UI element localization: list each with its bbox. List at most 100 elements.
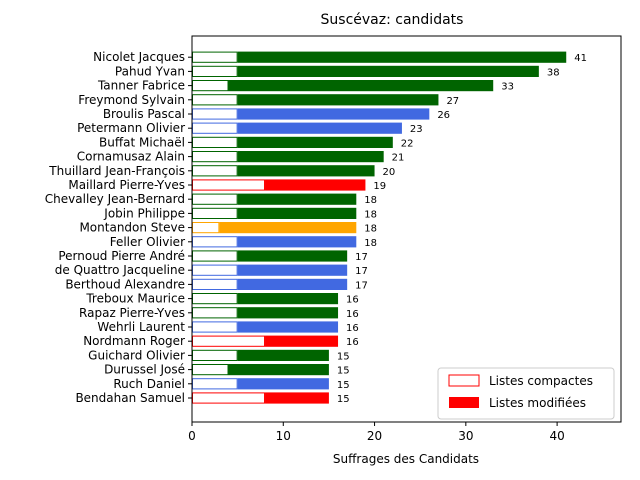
category-label: Broulis Pascal <box>103 107 185 121</box>
bar-modifiees <box>237 108 430 120</box>
bar-compactes <box>192 236 238 248</box>
bar-compactes <box>192 307 238 319</box>
bar-compactes <box>192 80 229 92</box>
x-tick-label: 0 <box>188 429 196 443</box>
bar-modifiees <box>265 179 366 191</box>
value-label: 16 <box>346 309 359 320</box>
value-label: 21 <box>392 153 405 164</box>
value-label: 15 <box>337 380 350 391</box>
bar-modifiees <box>237 264 348 276</box>
bar-modifiees <box>237 51 567 63</box>
value-label: 20 <box>383 167 396 178</box>
bar-modifiees <box>237 193 357 205</box>
legend-label-compactes: Listes compactes <box>489 374 593 388</box>
x-tick-label: 20 <box>367 429 382 443</box>
category-label: Pahud Yvan <box>115 64 185 78</box>
bar-modifiees <box>237 278 348 290</box>
category-label: Treboux Maurice <box>85 292 185 306</box>
bar-modifiees <box>237 94 439 106</box>
value-label: 17 <box>355 252 368 263</box>
bar-modifiees <box>237 349 329 361</box>
category-label: Cornamusaz Alain <box>77 150 185 164</box>
value-label: 16 <box>346 337 359 348</box>
category-label: Maillard Pierre-Yves <box>68 178 185 192</box>
bar-modifiees <box>237 378 329 390</box>
bar-modifiees <box>237 207 357 219</box>
value-label: 17 <box>355 266 368 277</box>
category-label: Jobin Philippe <box>103 206 185 220</box>
bar-modifiees <box>265 335 339 347</box>
bar-compactes <box>192 151 238 163</box>
category-label: Durussel José <box>104 363 185 377</box>
bar-compactes <box>192 264 238 276</box>
legend-box <box>437 367 615 420</box>
bar-compactes <box>192 65 238 78</box>
bar-compactes <box>192 193 238 205</box>
value-label: 19 <box>373 181 386 192</box>
bar-compactes <box>192 222 220 234</box>
value-label: 15 <box>337 394 350 405</box>
bar-compactes <box>192 321 238 333</box>
bar-modifiees <box>237 151 384 163</box>
bar-modifiees <box>219 222 357 234</box>
plot-frame <box>191 35 622 423</box>
value-label: 16 <box>346 295 359 306</box>
bar-modifiees <box>237 250 348 262</box>
bar-compactes <box>192 364 229 376</box>
x-axis-label: Suffrages des Candidats <box>333 452 479 466</box>
bar-modifiees <box>237 321 339 333</box>
category-label: Rapaz Pierre-Yves <box>79 306 185 320</box>
bar-compactes <box>192 51 238 63</box>
category-label: Tanner Fabrice <box>97 79 185 93</box>
bar-modifiees <box>237 293 339 305</box>
bar-compactes <box>192 293 238 305</box>
value-label: 15 <box>337 366 350 377</box>
bar-compactes <box>192 136 238 149</box>
bar-compactes <box>192 335 266 347</box>
value-labels: 41 38 33 27 26 23 22 21 20 19 18 18 18 18 17 17 17 16 16 16… <box>337 53 587 405</box>
x-tick-label: 30 <box>458 429 473 443</box>
category-label: Petermann Olivier <box>77 121 185 135</box>
bar-modifiees <box>237 136 393 148</box>
bar-modifiees <box>237 165 375 177</box>
chart-title: Suscévaz: candidats <box>321 12 464 28</box>
bar-modifiees <box>228 364 329 376</box>
value-label: 17 <box>355 280 368 291</box>
category-label: de Quattro Jacqueline <box>55 263 185 277</box>
value-label: 26 <box>437 110 450 121</box>
category-label: Thuillard Jean-François <box>48 164 185 178</box>
bar-compactes <box>192 94 238 106</box>
value-label: 15 <box>337 351 350 362</box>
value-label: 16 <box>346 323 359 334</box>
bar-modifiees <box>237 236 357 248</box>
bar-compactes <box>192 250 238 262</box>
category-label: Pernoud Pierre André <box>58 249 185 263</box>
category-label: Nordmann Roger <box>83 334 185 348</box>
bar-compactes <box>192 207 238 220</box>
value-label: 41 <box>574 53 587 64</box>
bar-modifiees <box>228 80 494 92</box>
category-label: Feller Olivier <box>110 235 185 249</box>
value-label: 18 <box>364 224 377 235</box>
bar-compactes <box>192 179 266 191</box>
value-label: 27 <box>446 96 459 107</box>
x-tick-label: 40 <box>549 429 564 443</box>
category-label: Nicolet Jacques <box>93 50 185 64</box>
category-label: Freymond Sylvain <box>78 93 185 107</box>
bar-modifiees <box>237 307 339 319</box>
category-label: Guichard Olivier <box>88 348 185 362</box>
legend: Listes compactes Listes modifiées <box>437 367 615 420</box>
category-label: Buffat Michaël <box>99 135 185 149</box>
bar-compactes <box>192 122 238 134</box>
value-label: 38 <box>547 67 560 78</box>
category-label: Bendahan Samuel <box>75 391 185 405</box>
category-label: Wehrli Laurent <box>97 320 185 334</box>
bar-compactes <box>192 378 238 390</box>
x-axis: 0 10 20 30 40 <box>188 422 565 443</box>
value-label: 23 <box>410 124 423 135</box>
bar-modifiees <box>265 392 329 404</box>
bar-compactes <box>192 392 266 404</box>
category-label: Chevalley Jean-Bernard <box>45 192 185 206</box>
